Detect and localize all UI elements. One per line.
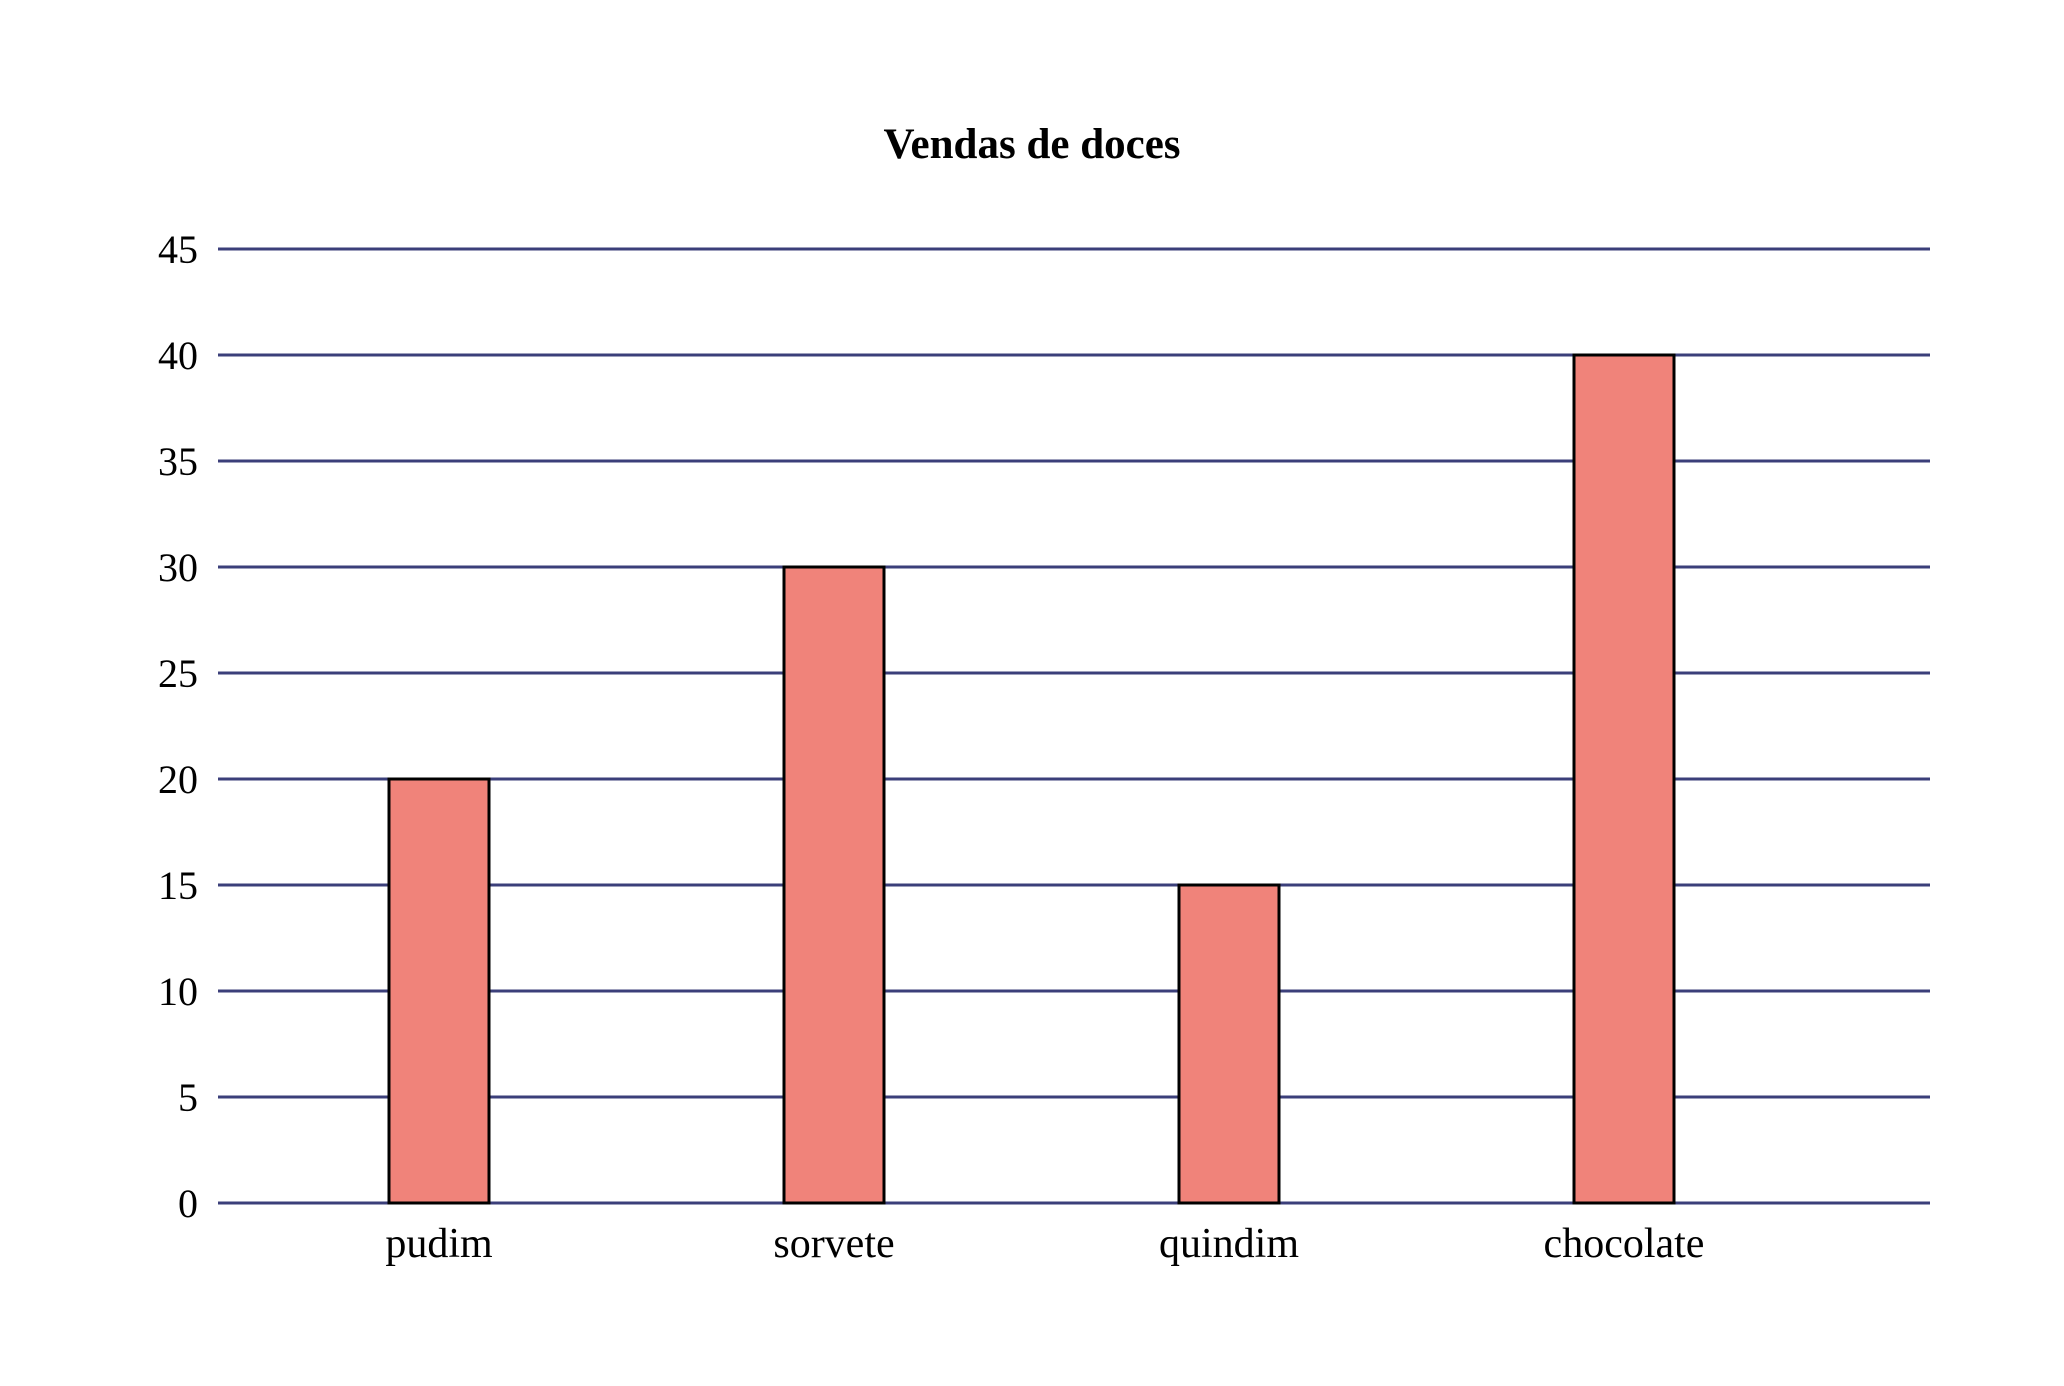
y-tick-label: 30 xyxy=(158,545,198,590)
bar-chocolate xyxy=(1572,353,1676,1205)
x-tick-label-chocolate: chocolate xyxy=(1544,1221,1705,1267)
y-tick-label: 5 xyxy=(178,1075,198,1120)
x-tick-label-quindim: quindim xyxy=(1159,1221,1299,1267)
x-tick-label-pudim: pudim xyxy=(385,1221,493,1267)
bar-quindim xyxy=(1177,883,1281,1205)
x-tick-label-sorvete: sorvete xyxy=(773,1221,894,1267)
y-tick-label: 0 xyxy=(178,1181,198,1226)
chart-title: Vendas de doces xyxy=(883,121,1181,168)
y-tick-label: 20 xyxy=(158,757,198,802)
y-tick-label: 45 xyxy=(158,227,198,272)
y-tick-label: 15 xyxy=(158,863,198,908)
y-tick-label: 35 xyxy=(158,439,198,484)
y-tick-label: 40 xyxy=(158,333,198,378)
y-tick-label: 10 xyxy=(158,969,198,1014)
bar-sorvete xyxy=(782,565,886,1205)
bar-pudim xyxy=(387,777,491,1205)
y-tick-label: 25 xyxy=(158,651,198,696)
